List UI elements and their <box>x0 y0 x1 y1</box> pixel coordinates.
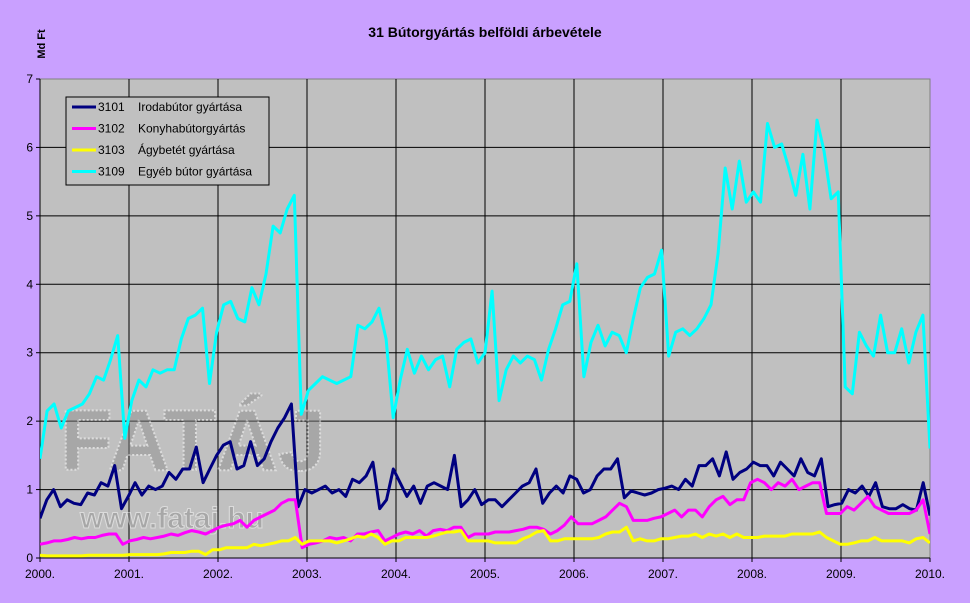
x-tick-label: 2007. <box>648 567 678 581</box>
chart-title: 31 Bútorgyártás belföldi árbevétele <box>368 24 602 40</box>
legend-box <box>65 96 270 186</box>
x-tick-label: 2003. <box>292 567 322 581</box>
y-axis-label: Md Ft <box>36 29 48 59</box>
x-tick-label: 2002. <box>203 567 233 581</box>
y-tick-label: 2 <box>26 414 33 428</box>
axes: 0 1 2 3 4 5 6 7 2000. 2001. 2002. 2003. 2004. 2005. 20… <box>25 72 945 581</box>
x-tick-label: 2009. <box>826 567 856 581</box>
watermark: FATÁJ www.fataj.hu <box>59 392 327 536</box>
series-line-3101 <box>40 402 930 519</box>
legend-label-3102: Konyhabútorgyártás <box>138 122 245 136</box>
series-line-3109 <box>40 118 930 460</box>
legend-label-3101: Irodabútor gyártása <box>138 100 242 114</box>
x-tick-label: 2001. <box>114 567 144 581</box>
series-line-3103 <box>40 525 930 558</box>
y-tick-label: 4 <box>26 277 33 291</box>
watermark-url: www.fataj.hu <box>79 502 264 535</box>
y-tick-label: 5 <box>26 209 33 223</box>
x-tick-label: 2000. <box>25 567 55 581</box>
x-tick-label: 2004. <box>381 567 411 581</box>
watermark-logo: FATÁJ <box>60 393 326 489</box>
legend-code-3103: 3103 <box>98 143 125 157</box>
x-tick-label: 2010. <box>915 567 945 581</box>
x-tick-label: 2005. <box>470 567 500 581</box>
y-tick-label: 3 <box>26 346 33 360</box>
x-tick-label: 2008. <box>737 567 767 581</box>
y-tick-label: 6 <box>26 140 33 154</box>
y-tick-label: 0 <box>26 551 33 565</box>
y-tick-label: 7 <box>26 72 33 86</box>
legend-code-3109: 3109 <box>98 165 125 179</box>
y-tick-label: 1 <box>26 483 33 497</box>
legend-label-3103: Ágybetét gyártása <box>138 142 235 157</box>
legend-label-3109: Egyéb bútor gyártása <box>138 165 252 179</box>
legend: 3101 Irodabútor gyártása 3102 Konyhabútorgy… <box>65 96 270 186</box>
x-tick-label: 2006. <box>559 567 589 581</box>
legend-code-3101: 3101 <box>98 100 125 114</box>
legend-code-3102: 3102 <box>98 122 125 136</box>
series-lines <box>40 118 930 558</box>
series-line-3102 <box>40 477 930 550</box>
